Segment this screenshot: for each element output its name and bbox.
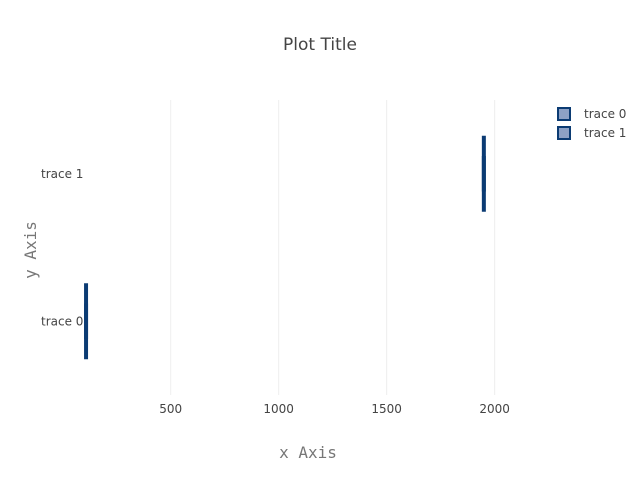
box-trace[interactable] (84, 283, 89, 360)
x-tick-label: 500 (159, 402, 182, 416)
legend-label: trace 0 (584, 107, 626, 121)
legend-item[interactable]: trace 0 (557, 107, 626, 121)
box-trace[interactable] (481, 135, 486, 212)
grid-lines (170, 100, 496, 395)
y-category-label: trace 0 (41, 314, 83, 328)
legend[interactable]: trace 0 trace 1 (557, 107, 626, 140)
y-axis-label: y Axis (21, 221, 40, 279)
y-category-label: trace 1 (41, 167, 83, 181)
chart-title: Plot Title (283, 35, 357, 55)
legend-swatch (557, 107, 571, 121)
x-tick-labels: 500 1000 1500 2000 (159, 402, 510, 416)
x-tick-label: 1500 (371, 402, 402, 416)
legend-label: trace 1 (584, 126, 626, 140)
x-tick-label: 2000 (479, 402, 510, 416)
box-traces (84, 135, 486, 360)
legend-item[interactable]: trace 1 (557, 126, 626, 140)
x-tick-label: 1000 (263, 402, 294, 416)
y-category-labels: trace 0 trace 1 (41, 167, 83, 329)
x-axis-label: x Axis (279, 443, 337, 462)
legend-swatch (557, 126, 571, 140)
